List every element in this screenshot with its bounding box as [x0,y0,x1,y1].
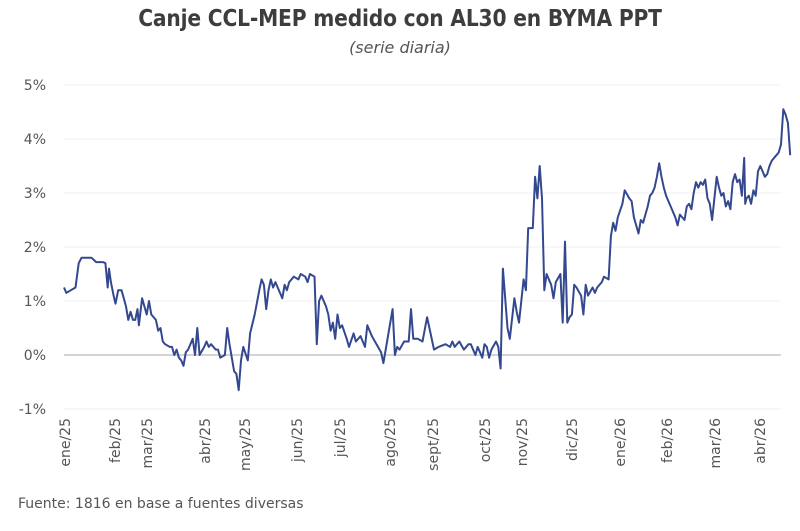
x-tick-label: ago/25 [383,418,399,467]
y-tick-label: 2% [24,240,46,256]
x-tick-label: jun/25 [290,418,306,463]
x-tick-label: mar/26 [708,418,724,469]
y-tick-label: 5% [24,78,46,94]
x-tick-label: ene/26 [613,418,629,467]
x-tick-label: dic/25 [565,418,581,461]
y-tick-label: -1% [19,402,46,418]
x-tick-label: oct/25 [478,418,494,462]
source-note: Fuente: 1816 en base a fuentes diversas [18,496,304,512]
x-tick-label: may/25 [238,418,254,471]
y-tick-label: 0% [24,348,46,364]
series-group [63,108,792,392]
series-line [63,108,792,392]
x-tick-label: feb/26 [660,418,676,463]
x-tick-label: mar/25 [140,418,156,469]
x-tick-label: jul/25 [333,418,349,458]
y-tick-label: 3% [24,186,46,202]
x-axis-ticks: ene/25 feb/25 mar/25 abr/25 may/25 jun/25 jul/… [58,418,769,471]
gridlines [64,84,781,410]
x-tick-label: ene/25 [58,418,74,467]
y-tick-label: 1% [24,294,46,310]
x-tick-label: feb/25 [108,418,124,463]
y-tick-label: 4% [24,132,46,148]
x-tick-label: abr/25 [198,418,214,464]
chart-subtitle: (serie diaria) [349,38,451,57]
x-tick-label: nov/25 [515,418,531,466]
chart-title: Canje CCL-MEP medido con AL30 en BYMA PP… [138,6,662,32]
x-tick-label: abr/26 [753,418,769,464]
x-tick-label: sept/25 [426,418,442,471]
y-axis-ticks: -1% 0% 1% 2% 3% 4% 5% [19,78,46,418]
